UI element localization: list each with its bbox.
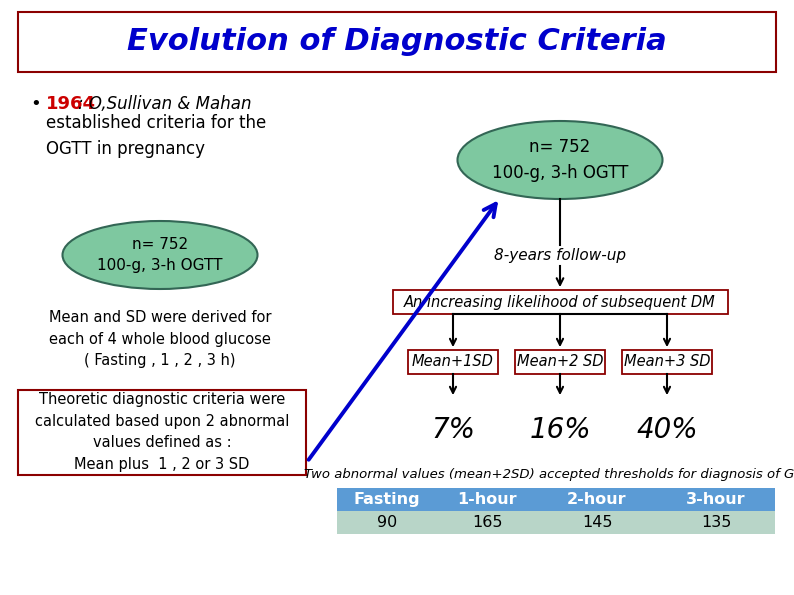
- Text: 145: 145: [582, 515, 612, 530]
- Bar: [657, 511, 775, 534]
- Ellipse shape: [457, 121, 662, 199]
- Text: 8-years follow-up: 8-years follow-up: [494, 248, 626, 263]
- Text: Mean and SD were derived for
each of 4 whole blood glucose
( Fasting , 1 , 2 , 3: Mean and SD were derived for each of 4 w…: [48, 310, 272, 368]
- Text: Fasting: Fasting: [353, 492, 420, 507]
- Bar: [18, 12, 776, 72]
- Text: n= 752
100-g, 3-h OGTT: n= 752 100-g, 3-h OGTT: [97, 237, 223, 273]
- Bar: [437, 488, 537, 511]
- Bar: [392, 290, 727, 314]
- Bar: [622, 350, 712, 374]
- Text: Two abnormal values (mean+2SD) accepted thresholds for diagnosis of GDM: Two abnormal values (mean+2SD) accepted …: [304, 468, 794, 481]
- Bar: [18, 390, 306, 475]
- Text: 3-hour: 3-hour: [686, 492, 746, 507]
- Text: 2-hour: 2-hour: [567, 492, 626, 507]
- Text: 40%: 40%: [636, 416, 698, 444]
- Text: 7%: 7%: [431, 416, 475, 444]
- Bar: [657, 488, 775, 511]
- Bar: [537, 488, 657, 511]
- Text: 135: 135: [701, 515, 731, 530]
- Text: •: •: [30, 95, 40, 113]
- Text: Mean+3 SD: Mean+3 SD: [624, 355, 711, 369]
- Text: : O,Sullivan & Mahan: : O,Sullivan & Mahan: [78, 95, 252, 113]
- Text: 1964: 1964: [46, 95, 96, 113]
- Text: n= 752
100-g, 3-h OGTT: n= 752 100-g, 3-h OGTT: [491, 138, 628, 182]
- Text: 1-hour: 1-hour: [457, 492, 517, 507]
- Text: 90: 90: [377, 515, 397, 530]
- Bar: [408, 350, 498, 374]
- Bar: [437, 511, 537, 534]
- Bar: [337, 511, 437, 534]
- Text: 16%: 16%: [529, 416, 591, 444]
- Bar: [515, 350, 605, 374]
- Text: 165: 165: [472, 515, 503, 530]
- Text: Theoretic diagnostic criteria were
calculated based upon 2 abnormal
values defin: Theoretic diagnostic criteria were calcu…: [35, 392, 289, 472]
- Text: established criteria for the
OGTT in pregnancy: established criteria for the OGTT in pre…: [46, 114, 266, 158]
- Text: Evolution of Diagnostic Criteria: Evolution of Diagnostic Criteria: [127, 27, 667, 57]
- Bar: [537, 511, 657, 534]
- Text: Mean+1SD: Mean+1SD: [412, 355, 494, 369]
- Ellipse shape: [63, 221, 257, 289]
- Text: An increasing likelihood of subsequent DM: An increasing likelihood of subsequent D…: [404, 295, 716, 309]
- Text: Mean+2 SD: Mean+2 SD: [517, 355, 603, 369]
- Bar: [337, 488, 437, 511]
